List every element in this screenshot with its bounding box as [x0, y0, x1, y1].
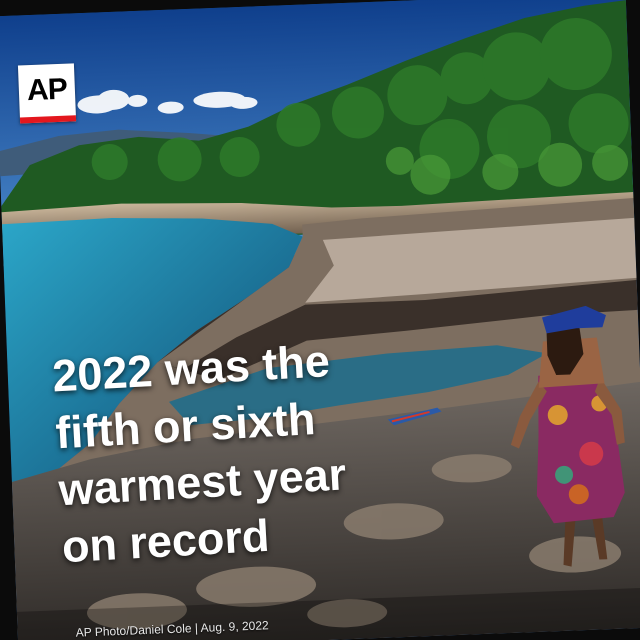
woman-figure: [510, 305, 625, 567]
headline: 2022 was the fifth or sixth warmest year…: [51, 327, 423, 575]
ap-logo: AP: [17, 63, 77, 124]
ap-logo-text: AP: [26, 72, 68, 108]
